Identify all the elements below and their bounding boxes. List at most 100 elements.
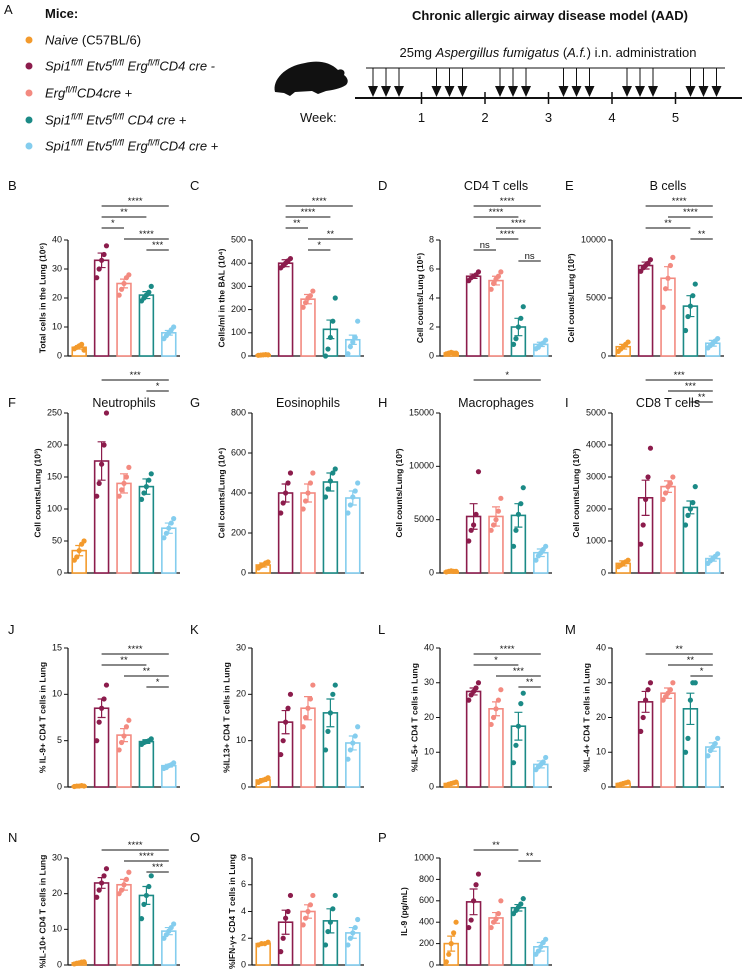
- sig-label: ***: [674, 370, 685, 381]
- data-point: [141, 901, 147, 907]
- data-point: [543, 754, 549, 761]
- data-point: [625, 557, 631, 563]
- data-point: [146, 477, 152, 483]
- sig-label: **: [687, 655, 695, 666]
- bar: [116, 883, 132, 966]
- dose-arrowhead: [444, 86, 455, 97]
- data-point: [355, 480, 361, 486]
- y-tick-label: 1000: [414, 852, 434, 862]
- text-run: CD4cre +: [77, 86, 133, 101]
- y-axis-label: Total cells in the Lung (10⁶): [38, 243, 48, 354]
- data-point: [278, 751, 284, 758]
- data-point: [81, 959, 87, 965]
- bar: [93, 707, 110, 788]
- bar: [277, 262, 294, 357]
- bar: [488, 708, 504, 788]
- data-point: [468, 917, 474, 923]
- data-point: [495, 911, 502, 917]
- text-run: fl/fl: [112, 112, 125, 122]
- sig-label: ****: [500, 229, 515, 240]
- data-point: [285, 480, 291, 486]
- data-point: [96, 266, 102, 272]
- y-tick-label: 800: [231, 407, 246, 417]
- y-tick-label: 30: [596, 677, 606, 687]
- dose-arrowhead: [558, 86, 569, 97]
- data-point: [126, 464, 132, 470]
- sig-label: **: [526, 677, 534, 688]
- data-point: [345, 942, 351, 948]
- data-point: [103, 866, 110, 872]
- panel-label: D: [378, 178, 387, 193]
- y-tick-label: 4: [241, 906, 246, 916]
- data-point: [518, 901, 524, 907]
- data-point: [283, 915, 289, 921]
- sig-label: **: [120, 207, 128, 218]
- data-point: [518, 701, 524, 707]
- sig-label: **: [675, 644, 683, 655]
- data-point: [475, 269, 482, 275]
- y-axis-label: Cell counts/Lung (10³): [566, 253, 576, 342]
- sig-label: ****: [511, 218, 526, 229]
- data-point: [307, 293, 314, 299]
- text-run: A.f.: [566, 45, 587, 60]
- data-point: [143, 892, 149, 899]
- text-run: Erg: [45, 86, 66, 101]
- y-tick-label: 30: [52, 263, 62, 273]
- data-point: [498, 898, 504, 904]
- data-point: [692, 484, 698, 490]
- sig-label: *: [156, 381, 160, 392]
- y-tick-label: 10: [236, 735, 246, 745]
- data-point: [327, 919, 333, 925]
- data-point: [94, 275, 100, 281]
- y-tick-label: 40: [596, 642, 606, 652]
- bar: [637, 264, 654, 357]
- text-run: fl/fl: [112, 58, 125, 68]
- data-point: [670, 474, 676, 480]
- data-point: [99, 705, 105, 711]
- y-tick-label: 10: [424, 747, 434, 757]
- y-tick-label: 0: [241, 567, 246, 577]
- y-tick-label: 0: [429, 567, 434, 577]
- panel-title: CD4 T cells: [464, 179, 528, 193]
- data-point: [453, 919, 459, 925]
- bar: [465, 275, 482, 357]
- data-point: [171, 324, 177, 330]
- data-point: [495, 508, 502, 514]
- y-axis-label: %IL-4+ CD4 T cells in Lung: [582, 663, 592, 772]
- data-point: [662, 490, 669, 496]
- data-point: [310, 288, 316, 294]
- text-run: Etv5: [83, 59, 113, 74]
- y-tick-label: 20: [596, 712, 606, 722]
- data-point: [171, 760, 177, 766]
- y-tick-label: 0: [57, 350, 62, 360]
- y-tick-label: 0: [57, 781, 62, 791]
- text-run: fl/fl: [71, 138, 84, 148]
- data-point: [79, 341, 85, 347]
- data-point: [141, 490, 147, 496]
- data-point: [670, 680, 676, 686]
- data-point: [520, 304, 526, 310]
- data-point: [471, 898, 477, 904]
- data-point: [265, 559, 271, 565]
- data-point: [347, 935, 353, 941]
- y-tick-label: 1000: [586, 535, 606, 545]
- y-tick-label: 200: [231, 527, 246, 537]
- text-run: 25mg: [400, 45, 436, 60]
- data-point: [325, 346, 331, 352]
- sig-label: **: [143, 666, 151, 677]
- data-point: [126, 717, 132, 723]
- data-point: [715, 336, 721, 342]
- y-tick-label: 8: [429, 234, 434, 244]
- text-run: fl/fl: [71, 112, 84, 122]
- data-point: [332, 466, 338, 472]
- text-run: CD4 cre +: [159, 139, 218, 154]
- data-point: [278, 510, 284, 516]
- sig-label: ***: [513, 666, 524, 677]
- y-tick-label: 30: [52, 852, 62, 862]
- data-point: [488, 924, 494, 931]
- data-point: [645, 474, 651, 480]
- y-tick-label: 2: [241, 933, 246, 943]
- data-point: [327, 710, 333, 716]
- data-point: [471, 522, 477, 528]
